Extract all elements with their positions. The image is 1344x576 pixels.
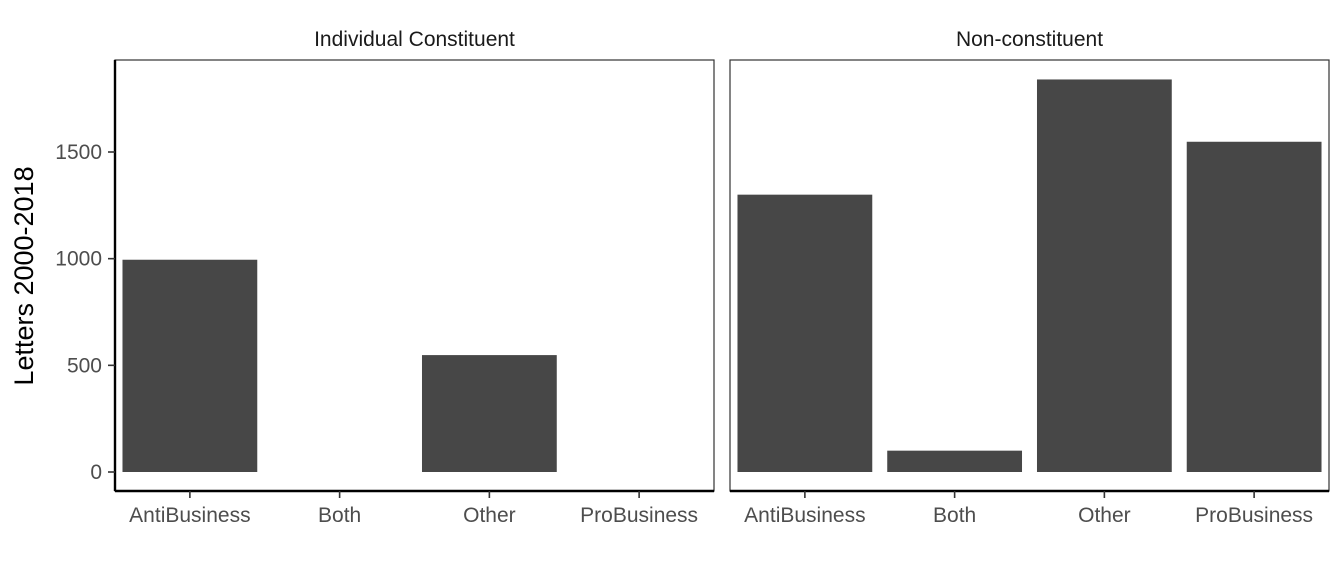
x-tick-label: Both [318,504,361,527]
bar-probusiness [1186,141,1322,472]
x-tick-label: AntiBusiness [129,504,250,527]
x-tick-label: Other [1078,504,1131,527]
bar-other [421,355,557,472]
y-axis-title: Letters 2000-2018 [9,166,39,385]
bar-antibusiness [737,194,873,472]
y-tick-label: 1500 [55,141,102,164]
y-tick-label: 0 [90,461,102,484]
bar-both [887,450,1023,472]
panel-2: Non-constituent AntiBusiness Both Other ProB… [729,28,1330,527]
panel-title: Individual Constituent [314,28,515,51]
x-tick-label: AntiBusiness [744,504,865,527]
x-tick-label: ProBusiness [1195,504,1313,527]
y-tick-label: 1000 [55,248,102,271]
y-tick-label: 500 [67,354,102,377]
panel-1: Individual Constituent 0 500 1000 1500 AntiBu… [55,28,715,527]
x-tick-label: ProBusiness [580,504,698,527]
panel-title: Non-constituent [956,28,1103,51]
x-tick-label: Other [463,504,516,527]
bar-other [1036,79,1172,472]
x-tick-label: Both [933,504,976,527]
panels: Individual Constituent 0 500 1000 1500 AntiBu… [55,28,1330,527]
bar-antibusiness [122,259,258,472]
